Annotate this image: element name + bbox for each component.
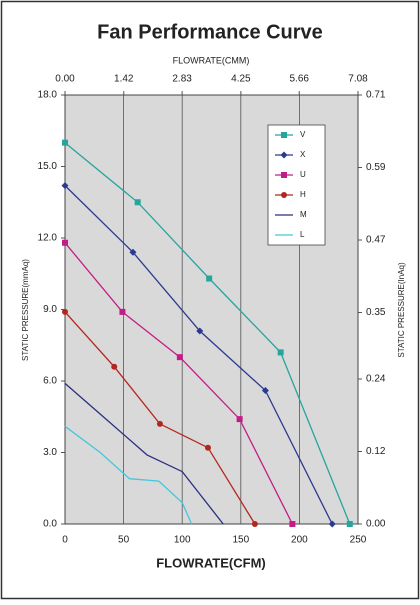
marker xyxy=(62,139,68,146)
x-tick-label: 50 xyxy=(118,535,130,546)
marker xyxy=(289,521,296,527)
marker xyxy=(119,308,126,315)
x2-tick-label: 4.25 xyxy=(231,74,251,85)
chart-title: Fan Performance Curve xyxy=(97,21,323,43)
marker xyxy=(61,182,69,190)
marker xyxy=(251,521,258,527)
y-tick-label: 6.0 xyxy=(43,376,57,387)
series-line xyxy=(64,425,193,525)
marker xyxy=(62,239,68,246)
y2-tick-label: 0.00 xyxy=(366,519,386,530)
x-tick-label: 200 xyxy=(291,535,308,546)
x-tick-label: 250 xyxy=(350,535,367,546)
legend-marker xyxy=(281,132,287,138)
marker xyxy=(129,248,137,256)
legend-marker xyxy=(281,172,287,178)
series-line xyxy=(64,382,224,525)
legend-marker xyxy=(281,192,287,198)
y2-axis-title: STATIC PRESSURE(InAq) xyxy=(397,262,406,358)
marker xyxy=(204,444,211,451)
marker xyxy=(134,199,141,206)
y2-tick-label: 0.71 xyxy=(366,90,386,101)
x-axis-title: FLOWRATE(CFM) xyxy=(156,555,266,570)
marker xyxy=(196,327,204,335)
y2-tick-label: 0.12 xyxy=(366,446,386,457)
marker xyxy=(261,387,269,395)
legend-label: V xyxy=(300,130,306,139)
marker xyxy=(277,349,284,356)
x2-tick-label: 0.00 xyxy=(55,74,75,85)
y2-tick-label: 0.47 xyxy=(366,235,386,246)
marker xyxy=(156,420,163,427)
marker xyxy=(62,308,68,315)
y-tick-label: 9.0 xyxy=(43,304,57,315)
y-tick-label: 18.0 xyxy=(38,90,58,101)
x-tick-label: 100 xyxy=(174,535,191,546)
y2-tick-label: 0.24 xyxy=(366,374,386,385)
legend-marker xyxy=(280,151,288,159)
y2-tick-label: 0.35 xyxy=(366,307,386,318)
marker xyxy=(236,416,243,423)
marker xyxy=(346,521,353,527)
legend-label: U xyxy=(300,170,306,179)
x2-tick-label: 5.66 xyxy=(290,74,310,85)
x2-tick-label: 1.42 xyxy=(114,74,134,85)
x2-axis-title: FLOWRATE(CMM) xyxy=(173,55,250,65)
y-tick-label: 15.0 xyxy=(38,161,58,172)
marker xyxy=(328,520,336,528)
x2-tick-label: 2.83 xyxy=(172,74,192,85)
legend-label: H xyxy=(300,190,306,199)
marker xyxy=(111,363,118,370)
marker xyxy=(176,354,183,361)
legend-label: M xyxy=(300,210,307,219)
y2-tick-label: 0.59 xyxy=(366,162,386,173)
legend-box xyxy=(267,124,326,246)
x-tick-label: 0 xyxy=(62,535,68,546)
x2-tick-label: 7.08 xyxy=(348,74,368,85)
y-tick-label: 3.0 xyxy=(43,447,57,458)
y-tick-label: 12.0 xyxy=(38,233,58,244)
y-tick-label: 0.0 xyxy=(43,519,57,530)
legend-label: L xyxy=(300,230,305,239)
x-tick-label: 150 xyxy=(232,535,249,546)
marker xyxy=(206,275,213,282)
y-axis-title: STATIC PRESSURE(mmAq) xyxy=(21,259,30,361)
legend-label: X xyxy=(300,150,306,159)
